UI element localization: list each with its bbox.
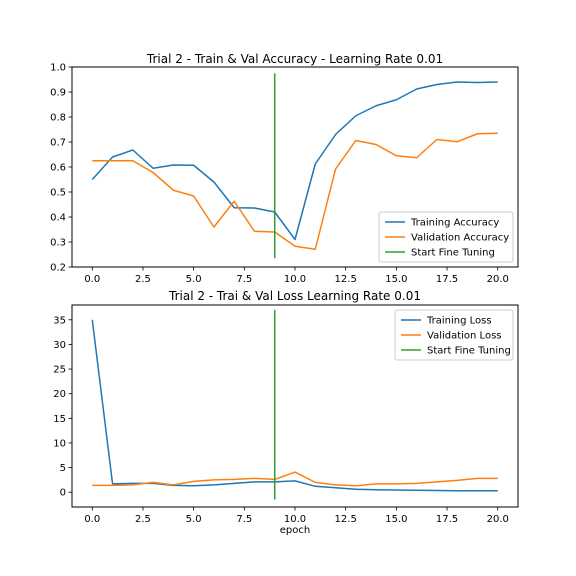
accuracy-y-tick-label: 0.3: [50, 238, 66, 249]
loss-x-tick-label: 2.5: [135, 514, 151, 525]
loss-legend-label: Validation Loss: [427, 331, 502, 342]
accuracy-x-tick-label: 5.0: [186, 274, 202, 285]
loss-x-tick-label: 5.0: [186, 514, 202, 525]
loss-legend: Training Loss Validation Loss Start Fine T…: [394, 309, 514, 361]
accuracy-legend-label: Training Accuracy: [410, 218, 499, 229]
loss-x-tick-label: 0.0: [84, 514, 100, 525]
loss-chart-title: Trial 2 - Trai & Val Loss Learning Rate …: [168, 289, 421, 303]
accuracy-x-tick-label: 0.0: [84, 274, 100, 285]
accuracy-y-tick-label: 0.9: [50, 88, 66, 99]
loss-x-axis-label: epoch: [280, 525, 310, 536]
loss-legend-label: Start Fine Tuning: [427, 346, 511, 357]
accuracy-x-tick-label: 15.0: [385, 274, 407, 285]
loss-y-tick-label: 0: [60, 488, 66, 499]
loss-subplot: Trial 2 - Trai & Val Loss Learning Rate …: [53, 289, 519, 536]
loss-legend-label: Training Loss: [426, 316, 492, 327]
loss-legend-box: [394, 309, 514, 361]
accuracy-y-tick-label: 0.7: [50, 138, 66, 149]
accuracy-x-tick-label: 17.5: [436, 274, 458, 285]
accuracy-y-tick-label: 0.6: [50, 163, 66, 174]
loss-y-tick-label: 10: [53, 438, 66, 449]
accuracy-legend: Training Accuracy Validation Accuracy Star…: [378, 211, 514, 263]
loss-series-line-validation-loss: [92, 471, 498, 487]
loss-x-tick-label: 10.0: [284, 514, 306, 525]
accuracy-y-tick-label: 1.0: [50, 63, 66, 74]
accuracy-x-tick-label: 10.0: [284, 274, 306, 285]
loss-y-tick-label: 30: [53, 340, 66, 351]
accuracy-subplot: Trial 2 - Train & Val Accuracy - Learnin…: [50, 52, 519, 286]
loss-plot-marks: [91, 309, 498, 500]
accuracy-x-tick-label: 2.5: [135, 274, 151, 285]
accuracy-axis-ticks: 0.0 2.5 5.0 7.5 10.0 12.5 15.0 17.5 20.0 0.2 0.3 0.…: [50, 63, 509, 286]
accuracy-legend-label: Validation Accuracy: [411, 233, 509, 244]
loss-x-tick-label: 15.0: [385, 514, 407, 525]
accuracy-y-tick-label: 0.4: [50, 213, 66, 224]
loss-x-tick-label: 7.5: [236, 514, 252, 525]
accuracy-y-tick-label: 0.2: [50, 263, 66, 274]
loss-y-tick-label: 15: [53, 414, 66, 425]
loss-y-tick-label: 20: [53, 389, 66, 400]
loss-series-line-training-loss: [91, 319, 498, 492]
loss-x-tick-label: 20.0: [487, 514, 509, 525]
accuracy-legend-box: [378, 211, 514, 263]
accuracy-series-line-training-accuracy: [91, 81, 498, 241]
loss-axis-ticks: 0.0 2.5 5.0 7.5 10.0 12.5 15.0 17.5 20.0 0 5 10 15 20…: [53, 315, 509, 525]
accuracy-legend-label: Start Fine Tuning: [411, 248, 495, 259]
accuracy-series-line-validation-accuracy: [92, 132, 498, 250]
loss-y-tick-label: 35: [53, 315, 66, 326]
loss-x-tick-label: 17.5: [436, 514, 458, 525]
accuracy-plot-marks: [91, 73, 498, 259]
accuracy-y-tick-label: 0.5: [50, 188, 66, 199]
accuracy-y-tick-label: 0.8: [50, 113, 66, 124]
accuracy-x-tick-label: 7.5: [236, 274, 252, 285]
accuracy-x-tick-label: 20.0: [487, 274, 509, 285]
loss-x-tick-label: 12.5: [335, 514, 357, 525]
loss-y-tick-label: 25: [53, 365, 66, 376]
accuracy-x-tick-label: 12.5: [335, 274, 357, 285]
loss-y-tick-label: 5: [60, 463, 66, 474]
accuracy-chart-title: Trial 2 - Train & Val Accuracy - Learnin…: [146, 52, 443, 66]
